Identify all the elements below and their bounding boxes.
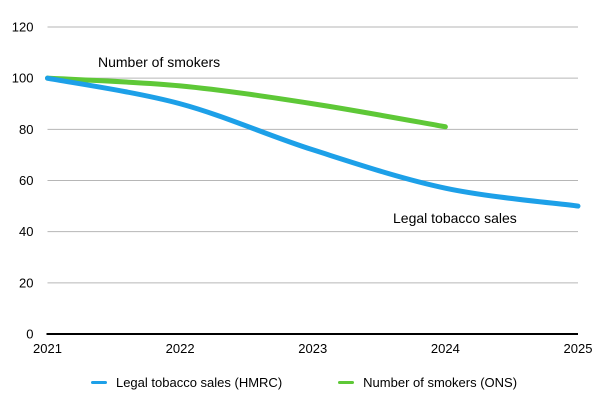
- y-tick-label: 100: [12, 71, 34, 86]
- y-tick-label: 40: [19, 224, 33, 239]
- series-line-number-of-smokers-ons-: [45, 75, 448, 130]
- x-tick-label: 2022: [166, 341, 195, 356]
- y-tick-label: 80: [19, 122, 33, 137]
- x-tick-label: 2025: [564, 341, 593, 356]
- annotation-number-of-smokers: Number of smokers: [98, 54, 221, 70]
- legend-swatch-green-dash-icon: [338, 381, 355, 384]
- legend-label-number-of-smokers: Number of smokers (ONS): [363, 375, 518, 390]
- x-tick-label: 2024: [431, 341, 460, 356]
- legend-swatch-blue-dash-icon: [90, 381, 107, 384]
- y-tick-label: 20: [19, 275, 33, 290]
- x-tick-label: 2021: [33, 341, 62, 356]
- series-line-legal-tobacco-sales-hmrc-: [45, 75, 581, 209]
- plot-area: 0 20 40 60 80 100 120 2021 2022 2023 2024 2025: [12, 20, 593, 357]
- x-tick-label: 2023: [298, 341, 327, 356]
- annotation-legal-tobacco-sales: Legal tobacco sales: [393, 210, 517, 226]
- legend-label-legal-tobacco-sales: Legal tobacco sales (HMRC): [115, 375, 283, 390]
- y-tick-label: 60: [19, 173, 33, 188]
- legend-item-number-of-smokers: Number of smokers (ONS): [338, 375, 517, 390]
- chart-legend: Legal tobacco sales (HMRC) Number of smo…: [0, 375, 608, 390]
- legend-item-legal-tobacco-sales: Legal tobacco sales (HMRC): [90, 375, 283, 390]
- y-tick-label: 120: [12, 20, 34, 35]
- y-tick-label: 0: [26, 327, 33, 342]
